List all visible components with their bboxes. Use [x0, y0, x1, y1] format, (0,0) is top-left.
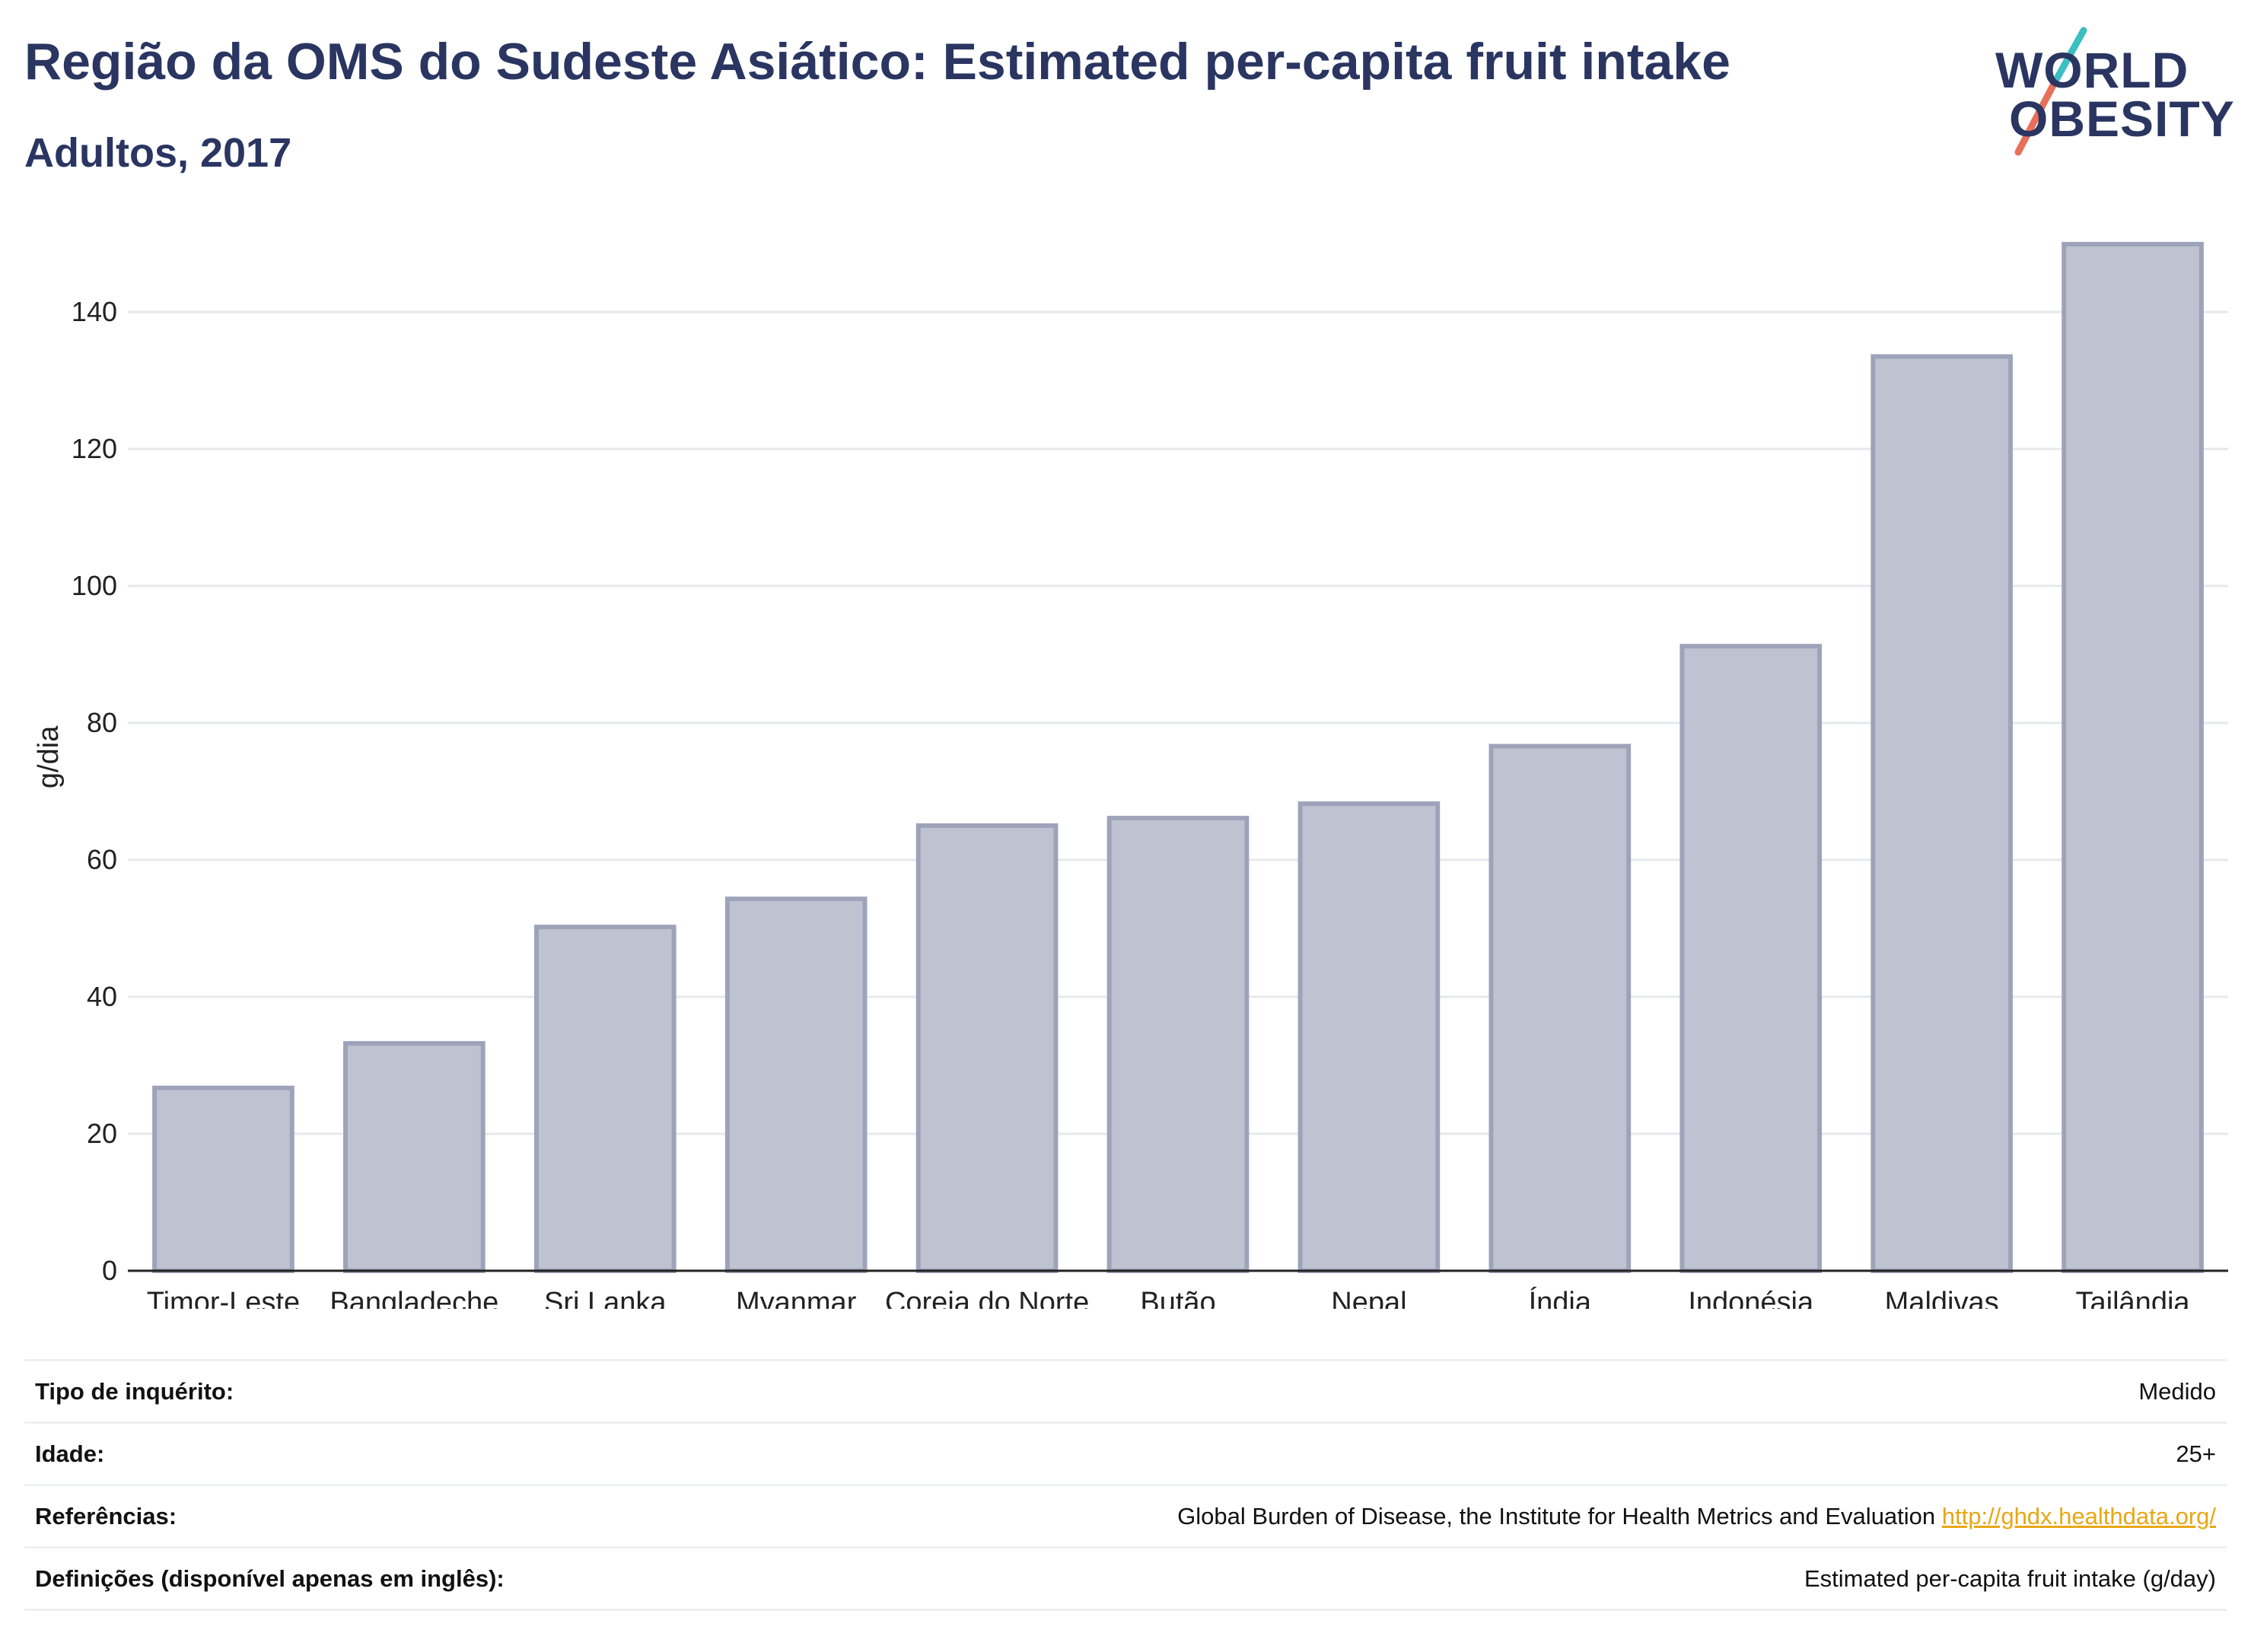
x-tick-label: Myanmar [736, 1287, 857, 1309]
bar [2062, 241, 2204, 1273]
info-row-references: Referências: Global Burden of Disease, t… [24, 1485, 2227, 1548]
bar [1297, 801, 1441, 1273]
x-tick-label: Butão [1140, 1287, 1215, 1309]
bar [915, 823, 1059, 1273]
y-tick-label: 20 [87, 1118, 117, 1149]
info-row-survey-type: Tipo de inquérito: Medido [24, 1360, 2227, 1423]
axis-labels: 0 20 40 60 80 100 120 140 Timor-Leste Bangladeche… [33, 296, 2190, 1309]
x-tick-label: Índia [1529, 1286, 1592, 1309]
x-tick-label: Tailândia [2076, 1287, 2191, 1309]
logo-text-obesity: OBESITY [2009, 91, 2235, 147]
logo-slash-icon [2014, 27, 2087, 156]
y-tick-label: 0 [102, 1255, 117, 1286]
x-tick-label: Coreia do Norte [885, 1287, 1089, 1309]
y-axis-label: g/dia [33, 725, 65, 788]
bar-chart: 0 20 40 60 80 100 120 140 Timor-Leste Bangladeche… [33, 241, 2228, 1309]
reference-text: Global Burden of Disease, the Institute … [1177, 1502, 1936, 1529]
x-tick-label: Indonésia [1688, 1287, 1814, 1309]
bar [152, 1085, 295, 1273]
info-value: Estimated per-capita fruit intake (g/day… [1804, 1564, 2216, 1592]
bar [1679, 644, 1823, 1273]
y-tick-label: 60 [87, 844, 117, 875]
info-value: 25+ [2176, 1440, 2216, 1467]
y-tick-label: 120 [72, 433, 117, 464]
bar [1488, 743, 1632, 1273]
bar [1871, 354, 2013, 1273]
x-tick-label: Maldivas [1885, 1287, 1999, 1309]
bar [724, 896, 868, 1273]
logo-text-world: WORLD [1995, 42, 2189, 98]
info-row-age: Idade: 25+ [24, 1422, 2227, 1485]
reference-link[interactable]: http://ghdx.healthdata.org/ [1941, 1502, 2216, 1529]
info-key: Tipo de inquérito: [35, 1377, 234, 1405]
info-key: Idade: [35, 1440, 105, 1467]
bar [1106, 816, 1250, 1273]
chart-subtitle: Adultos, 2017 [24, 130, 292, 176]
info-row-definitions: Definições (disponível apenas em inglês)… [24, 1547, 2227, 1610]
bars [152, 241, 2204, 1273]
world-obesity-logo: WORLD OBESITY [1979, 23, 2237, 160]
x-tick-label: Timor-Leste [147, 1287, 300, 1309]
info-value-references: Global Burden of Disease, the Institute … [716, 1485, 2227, 1548]
y-tick-label: 140 [72, 296, 117, 327]
info-value: Medido [2138, 1377, 2216, 1405]
x-tick-label: Bangladeche [330, 1287, 498, 1309]
chart-title: Região da OMS do Sudeste Asiático: Estim… [24, 33, 1730, 91]
info-table: Tipo de inquérito: Medido Idade: 25+ Ref… [24, 1359, 2227, 1611]
x-tick-label: Sri Lanka [544, 1287, 667, 1309]
y-tick-label: 40 [87, 981, 117, 1012]
bar [343, 1041, 486, 1273]
bar [533, 925, 677, 1273]
y-tick-label: 100 [72, 570, 117, 601]
x-tick-label: Nepal [1331, 1287, 1406, 1309]
info-key: Referências: [35, 1502, 177, 1529]
info-key: Definições (disponível apenas em inglês)… [35, 1564, 505, 1592]
y-tick-label: 80 [87, 707, 117, 738]
